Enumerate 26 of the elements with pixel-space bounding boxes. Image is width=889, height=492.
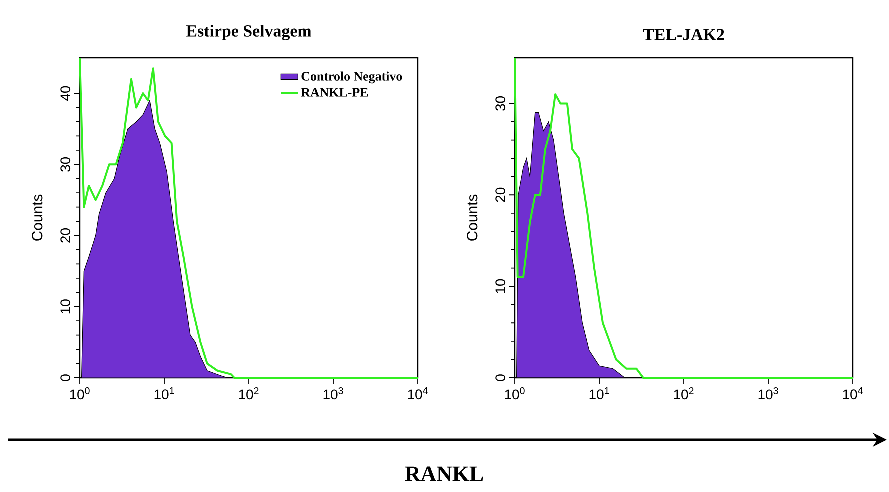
legend-label: RANKL-PE <box>301 88 368 97</box>
y-tick-label: 20 <box>496 188 506 202</box>
x-tick-label: 10$^{0}$ <box>70 388 90 400</box>
y-axis-title: Counts <box>32 194 43 241</box>
y-tick-label: 10 <box>496 279 506 294</box>
x-tick-label: 10$^{4}$ <box>843 388 863 400</box>
chart-title: TEL-JAK2 <box>643 29 724 40</box>
y-tick-label: 0 <box>496 374 506 382</box>
y-axis-title: Counts <box>467 194 478 241</box>
y-tick-label: 30 <box>496 96 506 111</box>
x-tick-label: 10$^{1}$ <box>154 388 174 400</box>
y-tick-label: 20 <box>60 228 71 243</box>
y-tick-label: 40 <box>60 86 71 101</box>
x-tick-label: 10$^{3}$ <box>758 388 778 400</box>
y-tick-label: 0 <box>60 374 71 382</box>
text: RANKL <box>405 466 484 482</box>
x-tick-label: 10$^{2}$ <box>239 388 259 400</box>
x-tick-label: 10$^{4}$ <box>408 388 428 400</box>
chart-title: Estirpe Selvagem <box>186 25 312 40</box>
y-tick-label: 30 <box>60 157 71 172</box>
x-tick-label: 10$^{2}$ <box>674 388 694 400</box>
legend-label: Controlo Negativo <box>302 72 402 84</box>
x-tick-label: 10$^{1}$ <box>590 388 610 400</box>
y-tick-label: 10 <box>60 300 71 314</box>
x-tick-label: 10$^{3}$ <box>324 388 344 400</box>
x-tick-label: 10$^{0}$ <box>505 388 525 400</box>
